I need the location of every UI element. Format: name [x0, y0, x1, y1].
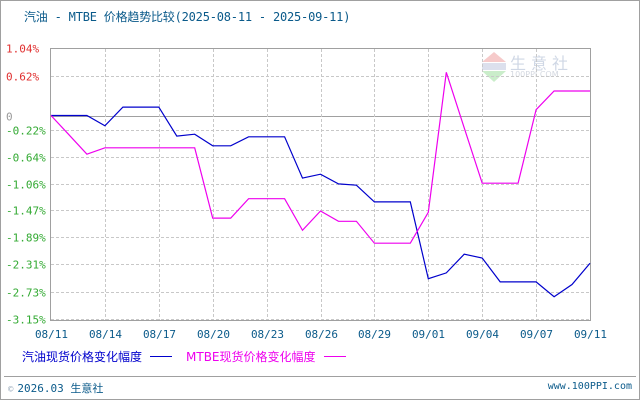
x-tick-label: 09/04: [466, 328, 499, 341]
x-tick-label: 08/20: [197, 328, 230, 341]
x-tick-label: 09/07: [520, 328, 553, 341]
legend: 汽油现货价格变化幅度 MTBE现货价格变化幅度: [22, 348, 360, 365]
y-tick-label: 1.04%: [6, 43, 39, 56]
y-tick-label: -3.15%: [6, 314, 46, 327]
y-tick-label: -0.64%: [6, 152, 46, 165]
y-tick-label: -1.47%: [6, 205, 46, 218]
legend-label-mtbe: MTBE现货价格变化幅度: [186, 350, 316, 364]
footer-site-link[interactable]: www.100PPI.com: [547, 381, 632, 392]
watermark: 生意社 100PPI.COM: [480, 50, 580, 90]
footer-divider: [4, 376, 636, 377]
y-tick-label: -0.22%: [6, 125, 46, 138]
footer-left-text: 2026.03 生意社: [17, 382, 104, 395]
x-tick-label: 09/01: [412, 328, 445, 341]
x-tick-label: 08/26: [305, 328, 338, 341]
y-tick-label: 0.62%: [6, 71, 39, 84]
legend-item-mtbe: MTBE现货价格变化幅度: [186, 348, 346, 365]
x-tick-label: 09/11: [574, 328, 607, 341]
copyright-icon: ©: [8, 385, 14, 395]
x-tick-label: 08/11: [35, 328, 68, 341]
legend-label-gasoline: 汽油现货价格变化幅度: [22, 350, 143, 364]
legend-item-gasoline: 汽油现货价格变化幅度: [22, 348, 173, 365]
y-tick-label: -2.31%: [6, 259, 46, 272]
x-tick-label: 08/23: [251, 328, 284, 341]
legend-line-gasoline-icon: [150, 356, 173, 357]
x-tick-label: 08/17: [143, 328, 176, 341]
plot-border: [50, 48, 591, 321]
gasoline-series-line: [51, 106, 591, 298]
watermark-text: 生意社: [510, 54, 574, 73]
mtbe-series-line: [50, 72, 590, 244]
y-tick-label: -1.89%: [6, 232, 46, 245]
chart-title: 汽油 - MTBE 价格趋势比较(2025-08-11 - 2025-09-11…: [24, 10, 351, 24]
x-tick-label: 08/29: [358, 328, 391, 341]
watermark-subtext: 100PPI.COM: [510, 70, 559, 79]
y-tick-label: 0: [6, 111, 13, 124]
legend-line-mtbe-icon: [323, 356, 346, 357]
y-tick-label: -1.06%: [6, 179, 46, 192]
y-tick-label: -2.73%: [6, 287, 46, 300]
footer-copyright: © 2026.03 生意社: [8, 380, 103, 396]
x-tick-label: 08/14: [89, 328, 122, 341]
line-chart: 1.04% 0.62% 0-0.22% -0.64% -1.06% -1.47% -1.89…: [6, 43, 607, 342]
